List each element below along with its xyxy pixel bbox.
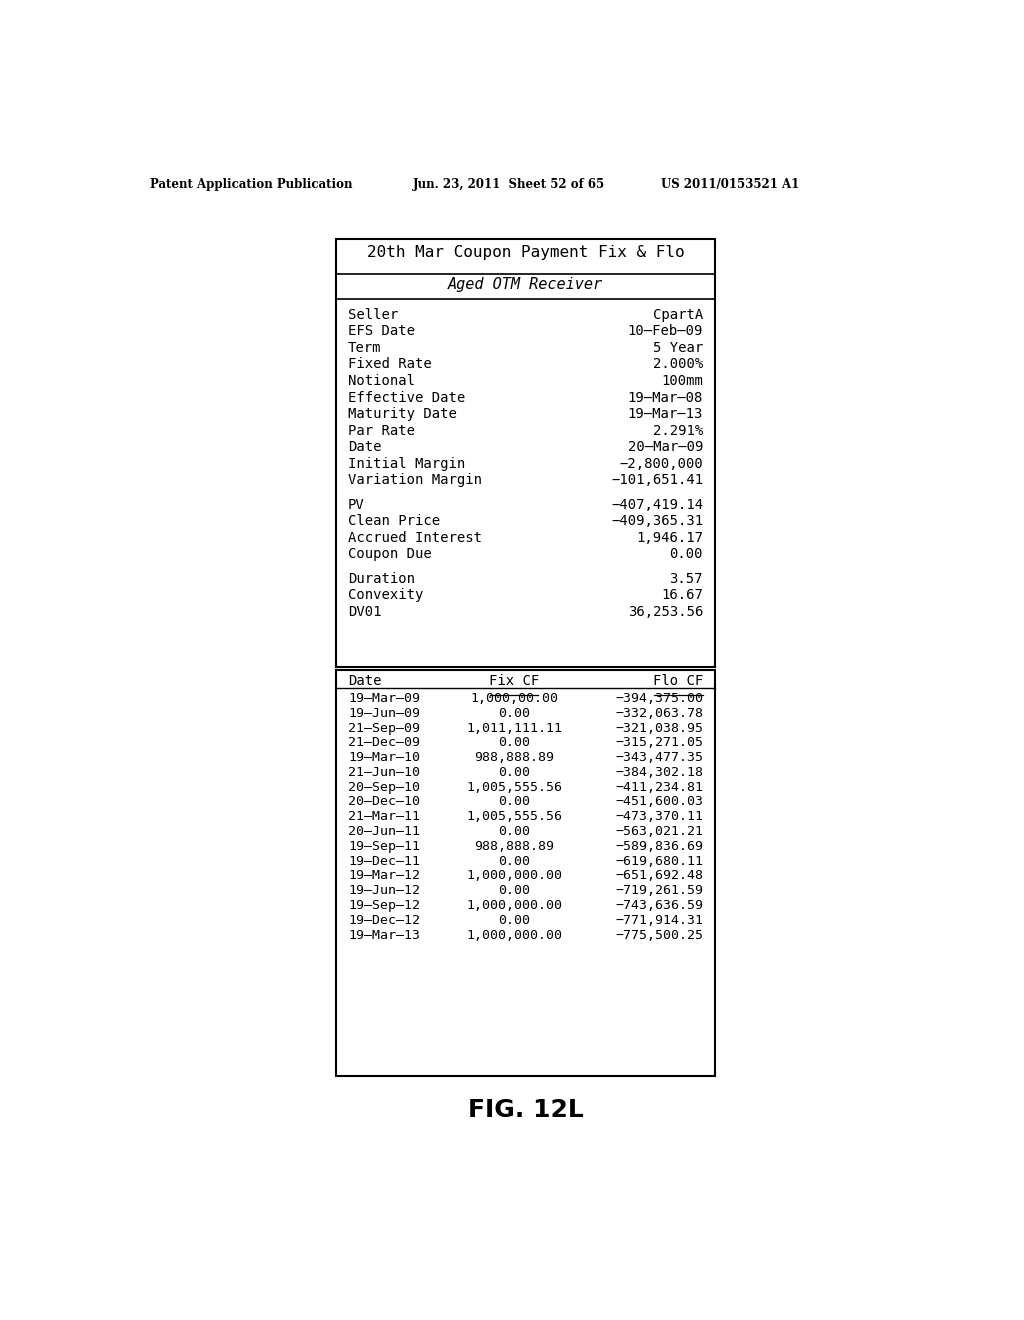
Text: 2.000%: 2.000% bbox=[653, 358, 703, 371]
Text: Coupon Due: Coupon Due bbox=[348, 548, 432, 561]
Text: −409,365.31: −409,365.31 bbox=[611, 515, 703, 528]
Text: 0.00: 0.00 bbox=[499, 706, 530, 719]
Text: Accrued Interest: Accrued Interest bbox=[348, 531, 482, 545]
Bar bbox=[336, 671, 716, 1076]
Text: Initial Margin: Initial Margin bbox=[348, 457, 465, 471]
Text: 0.00: 0.00 bbox=[499, 796, 530, 808]
Text: 1,946.17: 1,946.17 bbox=[636, 531, 703, 545]
Text: 19–Jun–12: 19–Jun–12 bbox=[348, 884, 420, 898]
Text: DV01: DV01 bbox=[348, 605, 382, 619]
Text: −451,600.03: −451,600.03 bbox=[615, 796, 703, 808]
Text: PV: PV bbox=[348, 498, 365, 512]
Text: −411,234.81: −411,234.81 bbox=[615, 780, 703, 793]
Text: −771,914.31: −771,914.31 bbox=[615, 913, 703, 927]
Text: EFS Date: EFS Date bbox=[348, 325, 415, 338]
Text: 21–Sep–09: 21–Sep–09 bbox=[348, 722, 420, 734]
Text: 20th Mar Coupon Payment Fix & Flo: 20th Mar Coupon Payment Fix & Flo bbox=[367, 246, 684, 260]
Text: 10–Feb–09: 10–Feb–09 bbox=[628, 325, 703, 338]
Text: 19–Dec–11: 19–Dec–11 bbox=[348, 854, 420, 867]
Text: −343,477.35: −343,477.35 bbox=[615, 751, 703, 764]
Text: 19–Mar–13: 19–Mar–13 bbox=[628, 407, 703, 421]
Text: 19–Mar–13: 19–Mar–13 bbox=[348, 928, 420, 941]
Text: US 2011/0153521 A1: US 2011/0153521 A1 bbox=[662, 178, 800, 190]
Text: −719,261.59: −719,261.59 bbox=[615, 884, 703, 898]
Text: 1,000,000.00: 1,000,000.00 bbox=[466, 870, 562, 882]
Text: −101,651.41: −101,651.41 bbox=[611, 474, 703, 487]
Text: 20–Jun–11: 20–Jun–11 bbox=[348, 825, 420, 838]
Text: 988,888.89: 988,888.89 bbox=[474, 840, 554, 853]
Text: −332,063.78: −332,063.78 bbox=[615, 706, 703, 719]
Text: 1,011,111.11: 1,011,111.11 bbox=[466, 722, 562, 734]
Text: Fixed Rate: Fixed Rate bbox=[348, 358, 432, 371]
Text: −619,680.11: −619,680.11 bbox=[615, 854, 703, 867]
Text: Maturity Date: Maturity Date bbox=[348, 407, 457, 421]
Text: 0.00: 0.00 bbox=[499, 825, 530, 838]
Text: Patent Application Publication: Patent Application Publication bbox=[150, 178, 352, 190]
Text: 20–Sep–10: 20–Sep–10 bbox=[348, 780, 420, 793]
Text: 19–Dec–12: 19–Dec–12 bbox=[348, 913, 420, 927]
Text: −743,636.59: −743,636.59 bbox=[615, 899, 703, 912]
Text: 36,253.56: 36,253.56 bbox=[628, 605, 703, 619]
Text: Notional: Notional bbox=[348, 374, 415, 388]
Text: 19–Sep–11: 19–Sep–11 bbox=[348, 840, 420, 853]
Text: 1,000,000.00: 1,000,000.00 bbox=[466, 928, 562, 941]
Text: Date: Date bbox=[348, 441, 382, 454]
Text: −775,500.25: −775,500.25 bbox=[615, 928, 703, 941]
Text: CpartA: CpartA bbox=[653, 308, 703, 322]
Text: FIG. 12L: FIG. 12L bbox=[468, 1098, 584, 1122]
Text: −589,836.69: −589,836.69 bbox=[615, 840, 703, 853]
Text: 20–Dec–10: 20–Dec–10 bbox=[348, 796, 420, 808]
Text: 19–Mar–12: 19–Mar–12 bbox=[348, 870, 420, 882]
Text: 19–Jun–09: 19–Jun–09 bbox=[348, 706, 420, 719]
Text: Flo CF: Flo CF bbox=[653, 675, 703, 688]
Text: −384,302.18: −384,302.18 bbox=[615, 766, 703, 779]
Text: Date: Date bbox=[348, 675, 382, 688]
Text: Par Rate: Par Rate bbox=[348, 424, 415, 438]
Text: 21–Mar–11: 21–Mar–11 bbox=[348, 810, 420, 824]
Text: 21–Jun–10: 21–Jun–10 bbox=[348, 766, 420, 779]
Text: 2.291%: 2.291% bbox=[653, 424, 703, 438]
Text: 988,888.89: 988,888.89 bbox=[474, 751, 554, 764]
Text: Seller: Seller bbox=[348, 308, 398, 322]
Text: 5 Year: 5 Year bbox=[653, 341, 703, 355]
Text: −315,271.05: −315,271.05 bbox=[615, 737, 703, 750]
Text: 21–Dec–09: 21–Dec–09 bbox=[348, 737, 420, 750]
Text: 0.00: 0.00 bbox=[499, 854, 530, 867]
Text: 1,005,555.56: 1,005,555.56 bbox=[466, 810, 562, 824]
Bar bbox=[336, 239, 716, 667]
Text: −394,375.00: −394,375.00 bbox=[615, 692, 703, 705]
Text: 3.57: 3.57 bbox=[670, 572, 703, 586]
Text: Duration: Duration bbox=[348, 572, 415, 586]
Text: 0.00: 0.00 bbox=[499, 913, 530, 927]
Text: 0.00: 0.00 bbox=[499, 766, 530, 779]
Text: Convexity: Convexity bbox=[348, 589, 424, 602]
Text: −407,419.14: −407,419.14 bbox=[611, 498, 703, 512]
Text: 19–Mar–08: 19–Mar–08 bbox=[628, 391, 703, 404]
Text: Variation Margin: Variation Margin bbox=[348, 474, 482, 487]
Text: Fix CF: Fix CF bbox=[489, 675, 540, 688]
Text: 1,005,555.56: 1,005,555.56 bbox=[466, 780, 562, 793]
Text: −473,370.11: −473,370.11 bbox=[615, 810, 703, 824]
Text: 100mm: 100mm bbox=[662, 374, 703, 388]
Text: −651,692.48: −651,692.48 bbox=[615, 870, 703, 882]
Text: 19–Mar–10: 19–Mar–10 bbox=[348, 751, 420, 764]
Text: 0.00: 0.00 bbox=[499, 737, 530, 750]
Text: −563,021.21: −563,021.21 bbox=[615, 825, 703, 838]
Text: Effective Date: Effective Date bbox=[348, 391, 465, 404]
Text: 0.00: 0.00 bbox=[670, 548, 703, 561]
Text: Aged OTM Receiver: Aged OTM Receiver bbox=[449, 277, 603, 292]
Text: Jun. 23, 2011  Sheet 52 of 65: Jun. 23, 2011 Sheet 52 of 65 bbox=[414, 178, 605, 190]
Text: 1,000,00.00: 1,000,00.00 bbox=[470, 692, 558, 705]
Text: 0.00: 0.00 bbox=[499, 884, 530, 898]
Text: 1,000,000.00: 1,000,000.00 bbox=[466, 899, 562, 912]
Text: Term: Term bbox=[348, 341, 382, 355]
Text: 19–Mar–09: 19–Mar–09 bbox=[348, 692, 420, 705]
Text: −2,800,000: −2,800,000 bbox=[620, 457, 703, 471]
Text: 16.67: 16.67 bbox=[662, 589, 703, 602]
Text: 19–Sep–12: 19–Sep–12 bbox=[348, 899, 420, 912]
Text: Clean Price: Clean Price bbox=[348, 515, 440, 528]
Text: 20–Mar–09: 20–Mar–09 bbox=[628, 441, 703, 454]
Text: −321,038.95: −321,038.95 bbox=[615, 722, 703, 734]
